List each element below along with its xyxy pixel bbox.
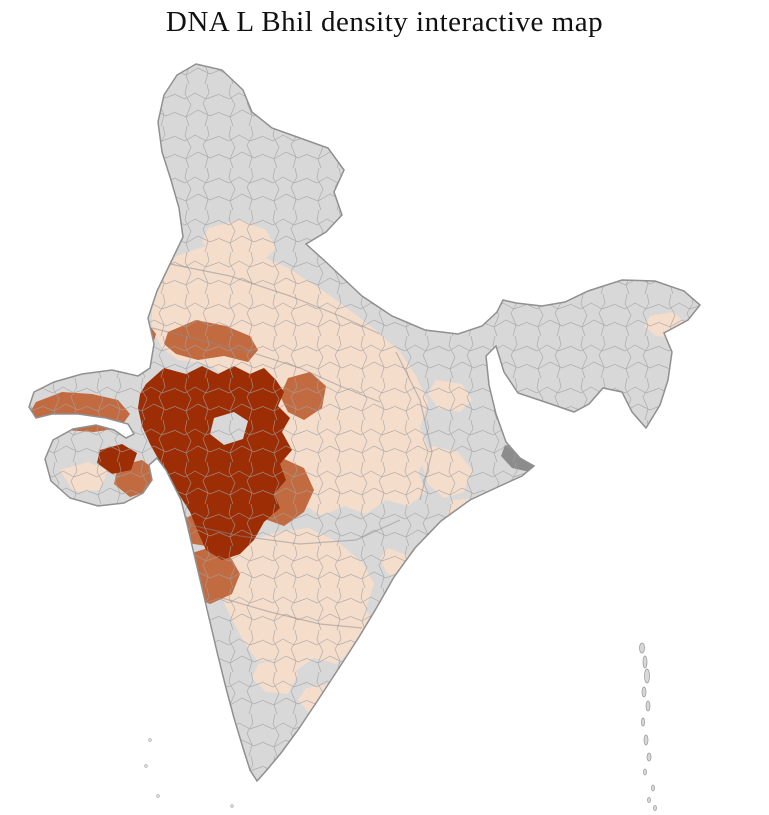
island[interactable]: [653, 805, 657, 811]
lakshadweep-islands[interactable]: [144, 738, 234, 808]
page-title: DNA L Bhil density interactive map: [165, 6, 604, 38]
island[interactable]: [230, 804, 234, 808]
island[interactable]: [641, 686, 647, 698]
island[interactable]: [645, 700, 651, 712]
region-low-tripura[interactable]: [596, 396, 626, 420]
island[interactable]: [641, 717, 645, 727]
island[interactable]: [643, 768, 647, 776]
island[interactable]: [148, 738, 152, 742]
state-boundary-line: [221, 597, 363, 629]
island[interactable]: [646, 752, 652, 762]
island[interactable]: [156, 794, 160, 798]
island[interactable]: [643, 734, 649, 746]
state-boundary-line: [185, 519, 401, 545]
island[interactable]: [644, 668, 650, 684]
andaman-nicobar-islands[interactable]: [639, 642, 657, 811]
island[interactable]: [651, 784, 655, 792]
region-med-kutch-north[interactable]: [80, 310, 156, 364]
state-boundary-line: [169, 263, 381, 335]
island[interactable]: [647, 797, 651, 803]
island[interactable]: [639, 642, 645, 654]
island[interactable]: [144, 764, 148, 768]
state-boundary-line: [151, 327, 381, 403]
state-boundary-line: [395, 351, 433, 501]
state-boundaries: [151, 263, 433, 629]
india-mainland[interactable]: [0, 55, 769, 815]
island[interactable]: [642, 655, 648, 669]
district-borders-mesh: [29, 64, 700, 781]
